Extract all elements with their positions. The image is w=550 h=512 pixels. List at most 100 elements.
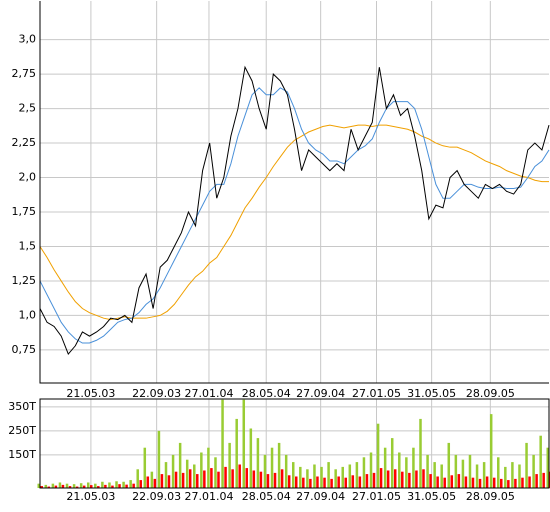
volume-bar — [433, 462, 436, 488]
volume-bar — [193, 464, 196, 488]
volume-bar — [111, 485, 114, 488]
x-tick-label: 31.05.05 — [407, 387, 456, 400]
volume-bar — [167, 475, 171, 488]
x-tick-label: 27.01.04 — [184, 387, 233, 400]
volume-bar — [54, 485, 58, 488]
y-tick-label: 2,5 — [19, 102, 37, 115]
volume-bar — [492, 477, 496, 488]
volume-bar — [292, 462, 295, 488]
volume-bar — [284, 454, 288, 488]
volume-bar — [178, 442, 182, 488]
volume-bar — [369, 452, 373, 488]
x-tick-label: 27.09.04 — [296, 490, 345, 503]
volume-bar — [393, 469, 397, 488]
x-tick-label: 21.05.03 — [66, 387, 115, 400]
volume-bar — [203, 470, 206, 488]
volume-bar — [457, 474, 461, 488]
volume-bar — [475, 464, 479, 488]
volume-bar — [270, 447, 274, 488]
volume-bar — [94, 483, 97, 488]
y-tick-label: 1,25 — [12, 274, 37, 287]
volume-bar — [174, 471, 178, 488]
volume-bar — [252, 470, 256, 488]
y-tick-label: 3,0 — [19, 33, 37, 46]
volume-bar — [273, 472, 277, 488]
volume-bar — [376, 423, 380, 488]
volume-bar — [61, 484, 65, 488]
y-tick-label: 0,75 — [12, 343, 37, 356]
volume-bar — [207, 447, 210, 488]
volume-bar — [299, 466, 302, 488]
volume-bar — [256, 438, 260, 488]
volume-bar — [464, 476, 468, 488]
volume-bar — [302, 477, 305, 488]
volume-bar — [482, 462, 486, 488]
volume-bar — [238, 464, 241, 488]
volume-bar — [365, 474, 369, 488]
volume-bar — [146, 476, 150, 488]
volume-bar — [72, 484, 76, 488]
price-line — [39, 87, 550, 344]
volume-bar — [330, 478, 333, 488]
volume-bar — [348, 464, 352, 488]
volume-bar — [358, 476, 362, 488]
volume-bar — [320, 466, 323, 488]
volume-bar — [514, 478, 517, 488]
volume-bar — [379, 468, 383, 488]
volume-bar — [511, 462, 514, 488]
volume-bar — [313, 464, 316, 488]
volume-bar — [386, 470, 390, 488]
volume-bar — [115, 481, 118, 488]
volume-bar — [181, 472, 185, 488]
volume-bar — [323, 477, 326, 488]
volume-bar — [383, 447, 387, 488]
y-tick-label: 250T — [8, 424, 36, 437]
volume-bar — [497, 457, 500, 488]
y-tick-label: 1,0 — [19, 308, 37, 321]
volume-bar — [263, 454, 267, 488]
volume-bar — [125, 484, 128, 488]
volume-bar — [210, 468, 213, 488]
x-tick-label: 22.09.03 — [132, 387, 181, 400]
x-tick-label: 27.01.05 — [352, 387, 401, 400]
volume-bar — [132, 483, 135, 488]
x-tick-label: 28.05.04 — [242, 490, 291, 503]
volume-bar — [82, 485, 86, 488]
volume-bar — [316, 476, 319, 488]
volume-bar — [139, 480, 142, 488]
volume-bar — [426, 454, 429, 488]
volume-bar — [507, 480, 510, 488]
y-tick-label: 2,25 — [12, 136, 37, 149]
volume-bar — [150, 471, 154, 488]
volume-bar — [89, 485, 93, 488]
volume-bar — [351, 475, 355, 488]
volume-bar — [287, 475, 291, 488]
volume-bar — [546, 447, 549, 488]
volume-bar — [454, 454, 458, 488]
volume-bar — [277, 442, 281, 488]
y-tick-label: 350T — [8, 400, 36, 413]
volume-bar — [122, 481, 125, 488]
volume-bar — [341, 466, 344, 488]
volume-bar — [79, 483, 83, 488]
x-tick-label: 31.05.05 — [407, 490, 456, 503]
volume-bar — [143, 447, 147, 488]
volume-bar — [136, 469, 139, 488]
volume-bar — [525, 442, 528, 488]
volume-bar — [259, 471, 263, 488]
volume-bar — [104, 484, 107, 488]
volume-bar — [461, 459, 465, 488]
volume-bar — [412, 447, 415, 488]
y-tick-label: 1,75 — [12, 205, 37, 218]
volume-bar — [266, 474, 270, 488]
volume-bar — [362, 457, 366, 488]
volume-bar — [129, 480, 132, 488]
axis-frame — [39, 1, 549, 384]
volume-bar — [504, 466, 507, 488]
volume-bar — [398, 452, 401, 488]
volume-bar — [521, 477, 524, 488]
volume-bar — [372, 472, 376, 488]
volume-bar — [440, 464, 443, 488]
x-tick-label: 27.01.05 — [352, 490, 401, 503]
